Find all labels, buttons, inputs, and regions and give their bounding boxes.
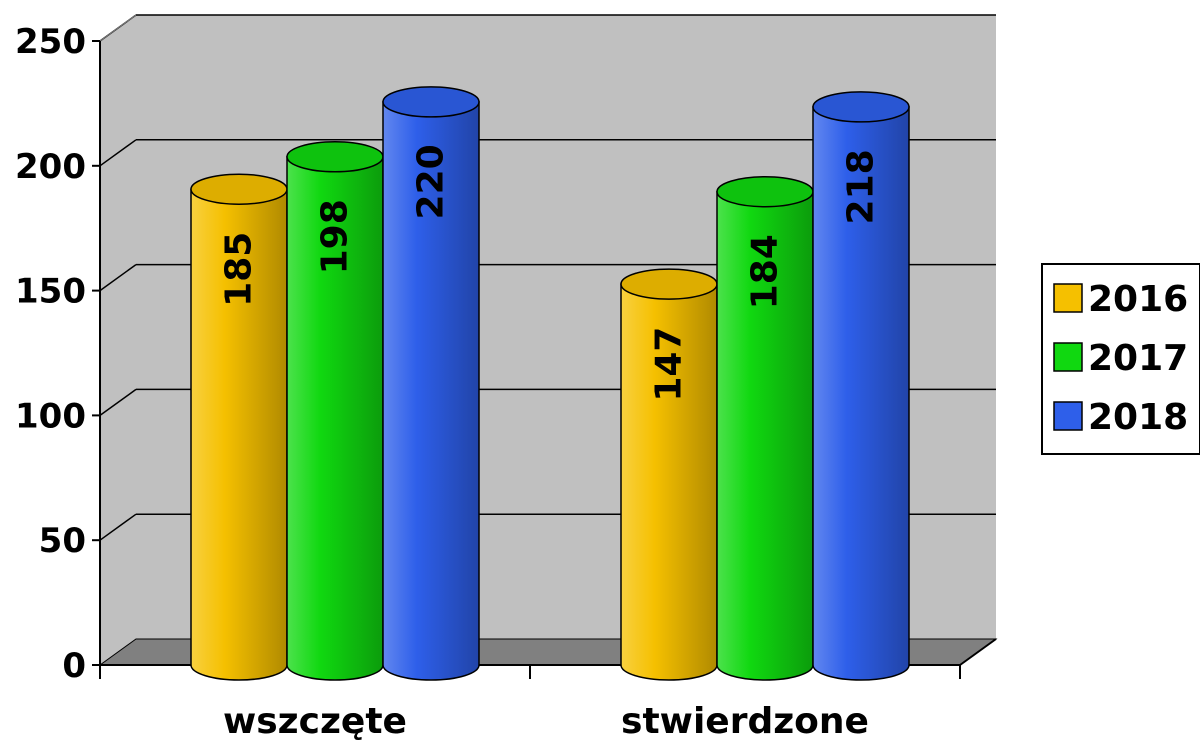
axes: 0 50 100 150 200 250 wszczęte stwierdzone: [15, 14, 997, 742]
bar-2018-wszczęte: [382, 86, 480, 681]
gridline-diagonal: [99, 513, 137, 541]
wall-edge: [99, 14, 137, 42]
bar-top: [190, 173, 288, 205]
data-label: 218: [841, 149, 882, 224]
gridline-diagonal: [99, 263, 137, 292]
bar-top: [812, 91, 910, 123]
bar-body: [286, 156, 384, 681]
data-labels: 185 198 220 147 184 218: [219, 144, 882, 401]
bar-top: [620, 268, 718, 300]
x-axis-depth-edge: [959, 638, 997, 666]
y-tick-label: 50: [39, 521, 86, 561]
bar-body: [620, 283, 718, 681]
bar-body: [716, 190, 814, 681]
x-category-label: stwierdzone: [621, 701, 869, 742]
y-tick-label: 100: [15, 396, 86, 436]
data-label: 184: [745, 234, 786, 309]
legend-label: 2018: [1088, 397, 1188, 438]
legend-swatch: [1053, 283, 1083, 313]
bar-2016-stwierdzone: [620, 268, 718, 681]
legend-swatch: [1053, 401, 1083, 431]
bar-2018-stwierdzone: [812, 91, 910, 681]
y-tick-label: 250: [15, 22, 86, 62]
data-label: 147: [649, 327, 690, 402]
bar-body: [382, 101, 480, 681]
bar-body: [812, 106, 910, 681]
y-tick-label: 0: [62, 646, 86, 686]
y-tick-label: 150: [15, 272, 86, 312]
bar-top: [382, 86, 480, 118]
legend-label: 2017: [1088, 338, 1188, 379]
bar-2017-stwierdzone: [716, 175, 814, 681]
legend-swatch: [1053, 342, 1083, 372]
data-label: 185: [219, 232, 260, 307]
x-category-label: wszczęte: [223, 701, 407, 742]
legend-label: 2016: [1088, 279, 1188, 320]
bar-body: [190, 188, 288, 681]
bar-2016-wszczęte: [190, 173, 288, 681]
bars: [190, 86, 910, 681]
gridline-diagonal: [99, 139, 137, 167]
gridline-diagonal: [99, 388, 137, 417]
data-label: 220: [411, 144, 452, 219]
y-tick-label: 200: [15, 147, 86, 187]
bar-top: [716, 175, 814, 208]
data-label: 198: [315, 199, 356, 274]
legend: 2016 2017 2018: [1041, 263, 1200, 455]
bar-2017-wszczęte: [286, 141, 384, 681]
bar-top: [286, 141, 384, 173]
